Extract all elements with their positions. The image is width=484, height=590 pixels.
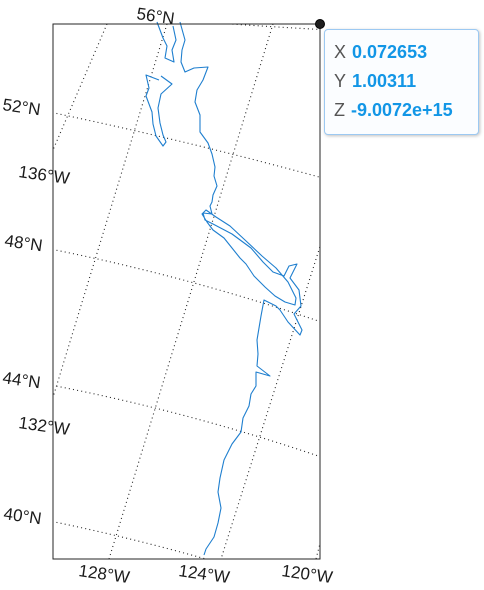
meridian-128-gridline xyxy=(108,24,274,559)
datatip-x-key: X xyxy=(334,42,347,62)
map-frame xyxy=(52,23,321,560)
datatip-y-key: Y xyxy=(334,71,347,91)
datatip-z-value: -9.0072e+15 xyxy=(351,100,453,120)
datatip-row-x: X 0.072653 xyxy=(334,38,478,67)
meridian-120-gridline xyxy=(315,541,320,559)
lon-label-128: 128°W xyxy=(77,561,130,587)
lat-label-40: 40°N xyxy=(2,504,42,528)
parallel-52-gridline xyxy=(53,112,320,178)
lon-label-124: 124°W xyxy=(177,561,230,587)
lat-label-52: 52°N xyxy=(1,95,41,119)
lat-label-44: 44°N xyxy=(1,368,41,392)
datatip-row-y: Y 1.00311 xyxy=(334,67,478,96)
lon-label-120: 120°W xyxy=(280,561,333,587)
datatip-row-z: Z -9.0072e+15 xyxy=(334,96,478,125)
datatip[interactable]: X 0.072653 Y 1.00311 Z -9.0072e+15 xyxy=(324,29,479,135)
lon-label-136: 136°W xyxy=(17,162,70,188)
datatip-x-value: 0.072653 xyxy=(352,42,428,62)
parallel-40-gridline xyxy=(53,521,208,559)
parallel-48-gridline xyxy=(53,249,320,323)
datatip-z-key: Z xyxy=(334,100,345,120)
meridian-124-gridline xyxy=(220,244,320,559)
parallel-44-gridline xyxy=(53,384,320,458)
graticule xyxy=(53,24,320,559)
lon-label-132: 132°W xyxy=(17,413,70,439)
meridian-136-gridline xyxy=(53,24,108,152)
datatip-marker[interactable] xyxy=(315,19,325,29)
meridian-132-gridline xyxy=(53,24,168,400)
lat-label-56: 56°N xyxy=(135,4,175,28)
lat-label-48: 48°N xyxy=(3,231,43,255)
coastline xyxy=(145,21,303,556)
datatip-y-value: 1.00311 xyxy=(352,71,417,91)
parallel-56-gridline xyxy=(223,24,320,31)
